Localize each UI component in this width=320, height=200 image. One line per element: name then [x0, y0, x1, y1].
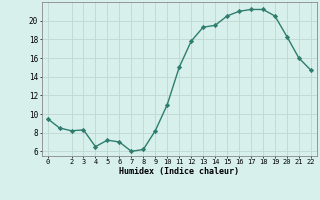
X-axis label: Humidex (Indice chaleur): Humidex (Indice chaleur) — [119, 167, 239, 176]
